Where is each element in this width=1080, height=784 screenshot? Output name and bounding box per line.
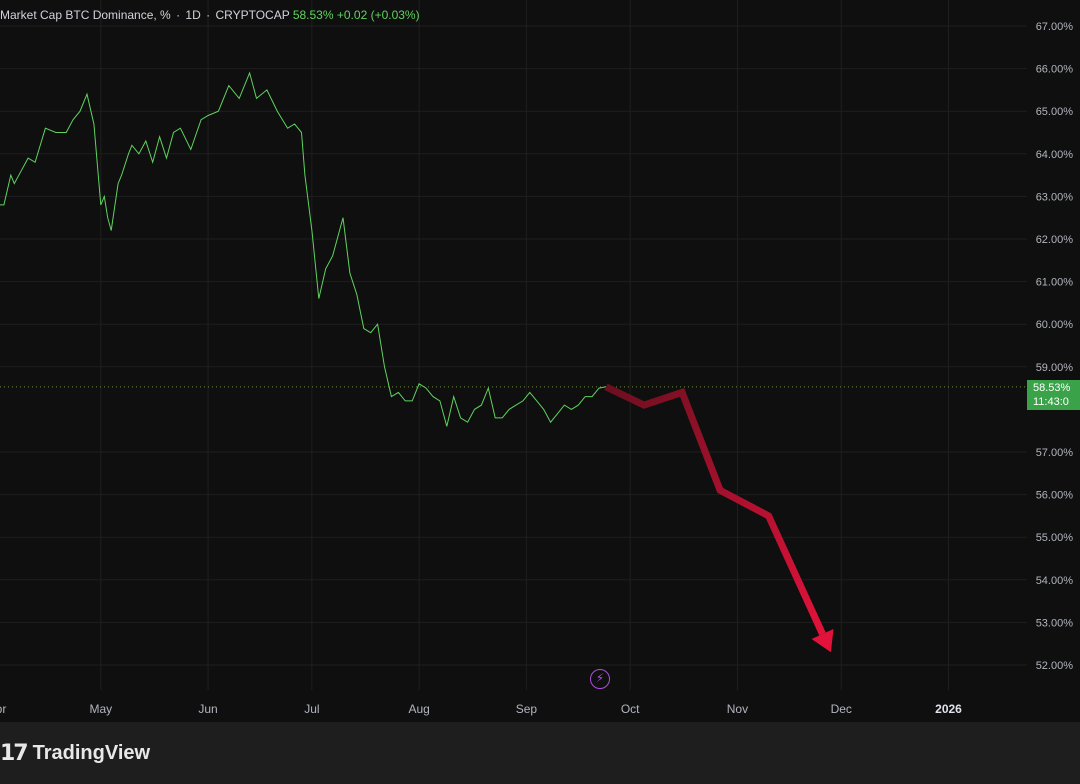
x-tick-label: Jul	[304, 702, 319, 716]
y-tick-label: 64.00%	[1036, 149, 1074, 161]
y-tick-label: 62.00%	[1036, 234, 1074, 246]
x-tick-label: Sep	[516, 702, 538, 716]
tradingview-name: TradingView	[32, 742, 151, 764]
footer-bar	[0, 722, 1080, 784]
chart-title: Market Cap BTC Dominance, %	[0, 8, 171, 22]
x-tick-label: Oct	[621, 702, 640, 716]
interval-label[interactable]: 1D	[185, 8, 201, 22]
price-tag-value: 58.53%	[1033, 382, 1071, 394]
source-label: CRYPTOCAP	[215, 8, 290, 22]
lightning-icon[interactable]: ⚡	[590, 669, 610, 689]
x-tick-label: May	[89, 702, 112, 716]
x-tick-label: Apr	[0, 702, 6, 716]
tradingview-mark-icon: 17	[0, 741, 29, 766]
x-tick-label: Jun	[198, 702, 217, 716]
y-tick-label: 54.00%	[1036, 575, 1074, 587]
y-tick-label: 52.00%	[1036, 660, 1074, 672]
change-value: +0.02 (+0.03%)	[336, 8, 420, 22]
price-tag-countdown: 11:43:0	[1033, 396, 1069, 408]
x-tick-label: Aug	[408, 702, 429, 716]
y-tick-label: 61.00%	[1036, 277, 1074, 289]
tradingview-logo[interactable]: 17 TradingView	[0, 741, 150, 766]
chart-header: Market Cap BTC Dominance, % · 1D · CRYPT…	[0, 8, 420, 22]
last-value: 58.53%	[292, 8, 334, 22]
btc-dominance-line	[0, 71, 607, 427]
x-axis: Apr May Jun Jul Aug Sep Oct Nov Dec 2026	[0, 702, 962, 716]
y-tick-label: 63.00%	[1036, 191, 1074, 203]
y-tick-label: 53.00%	[1036, 617, 1074, 629]
y-axis: 67.00% 66.00% 65.00% 64.00% 63.00% 62.00% 61.0…	[1036, 21, 1074, 672]
grid	[0, 0, 1027, 690]
separator: ·	[176, 8, 181, 22]
y-tick-label: 66.00%	[1036, 64, 1074, 76]
y-tick-label: 57.00%	[1036, 447, 1074, 459]
y-tick-label: 59.00%	[1036, 362, 1074, 374]
separator: ·	[206, 8, 211, 22]
y-tick-label: 56.00%	[1036, 490, 1074, 502]
x-tick-label: Dec	[831, 702, 852, 716]
price-tag: 58.53% 11:43:0	[1027, 380, 1080, 410]
x-tick-label: 2026	[935, 702, 962, 716]
x-tick-label: Nov	[727, 702, 748, 716]
projection-arrowhead	[811, 629, 834, 653]
projection-path	[604, 383, 826, 636]
y-tick-label: 65.00%	[1036, 106, 1074, 118]
y-tick-label: 67.00%	[1036, 21, 1074, 33]
y-tick-label: 60.00%	[1036, 319, 1074, 331]
projection-arrow	[604, 383, 834, 653]
y-tick-label: 55.00%	[1036, 532, 1074, 544]
